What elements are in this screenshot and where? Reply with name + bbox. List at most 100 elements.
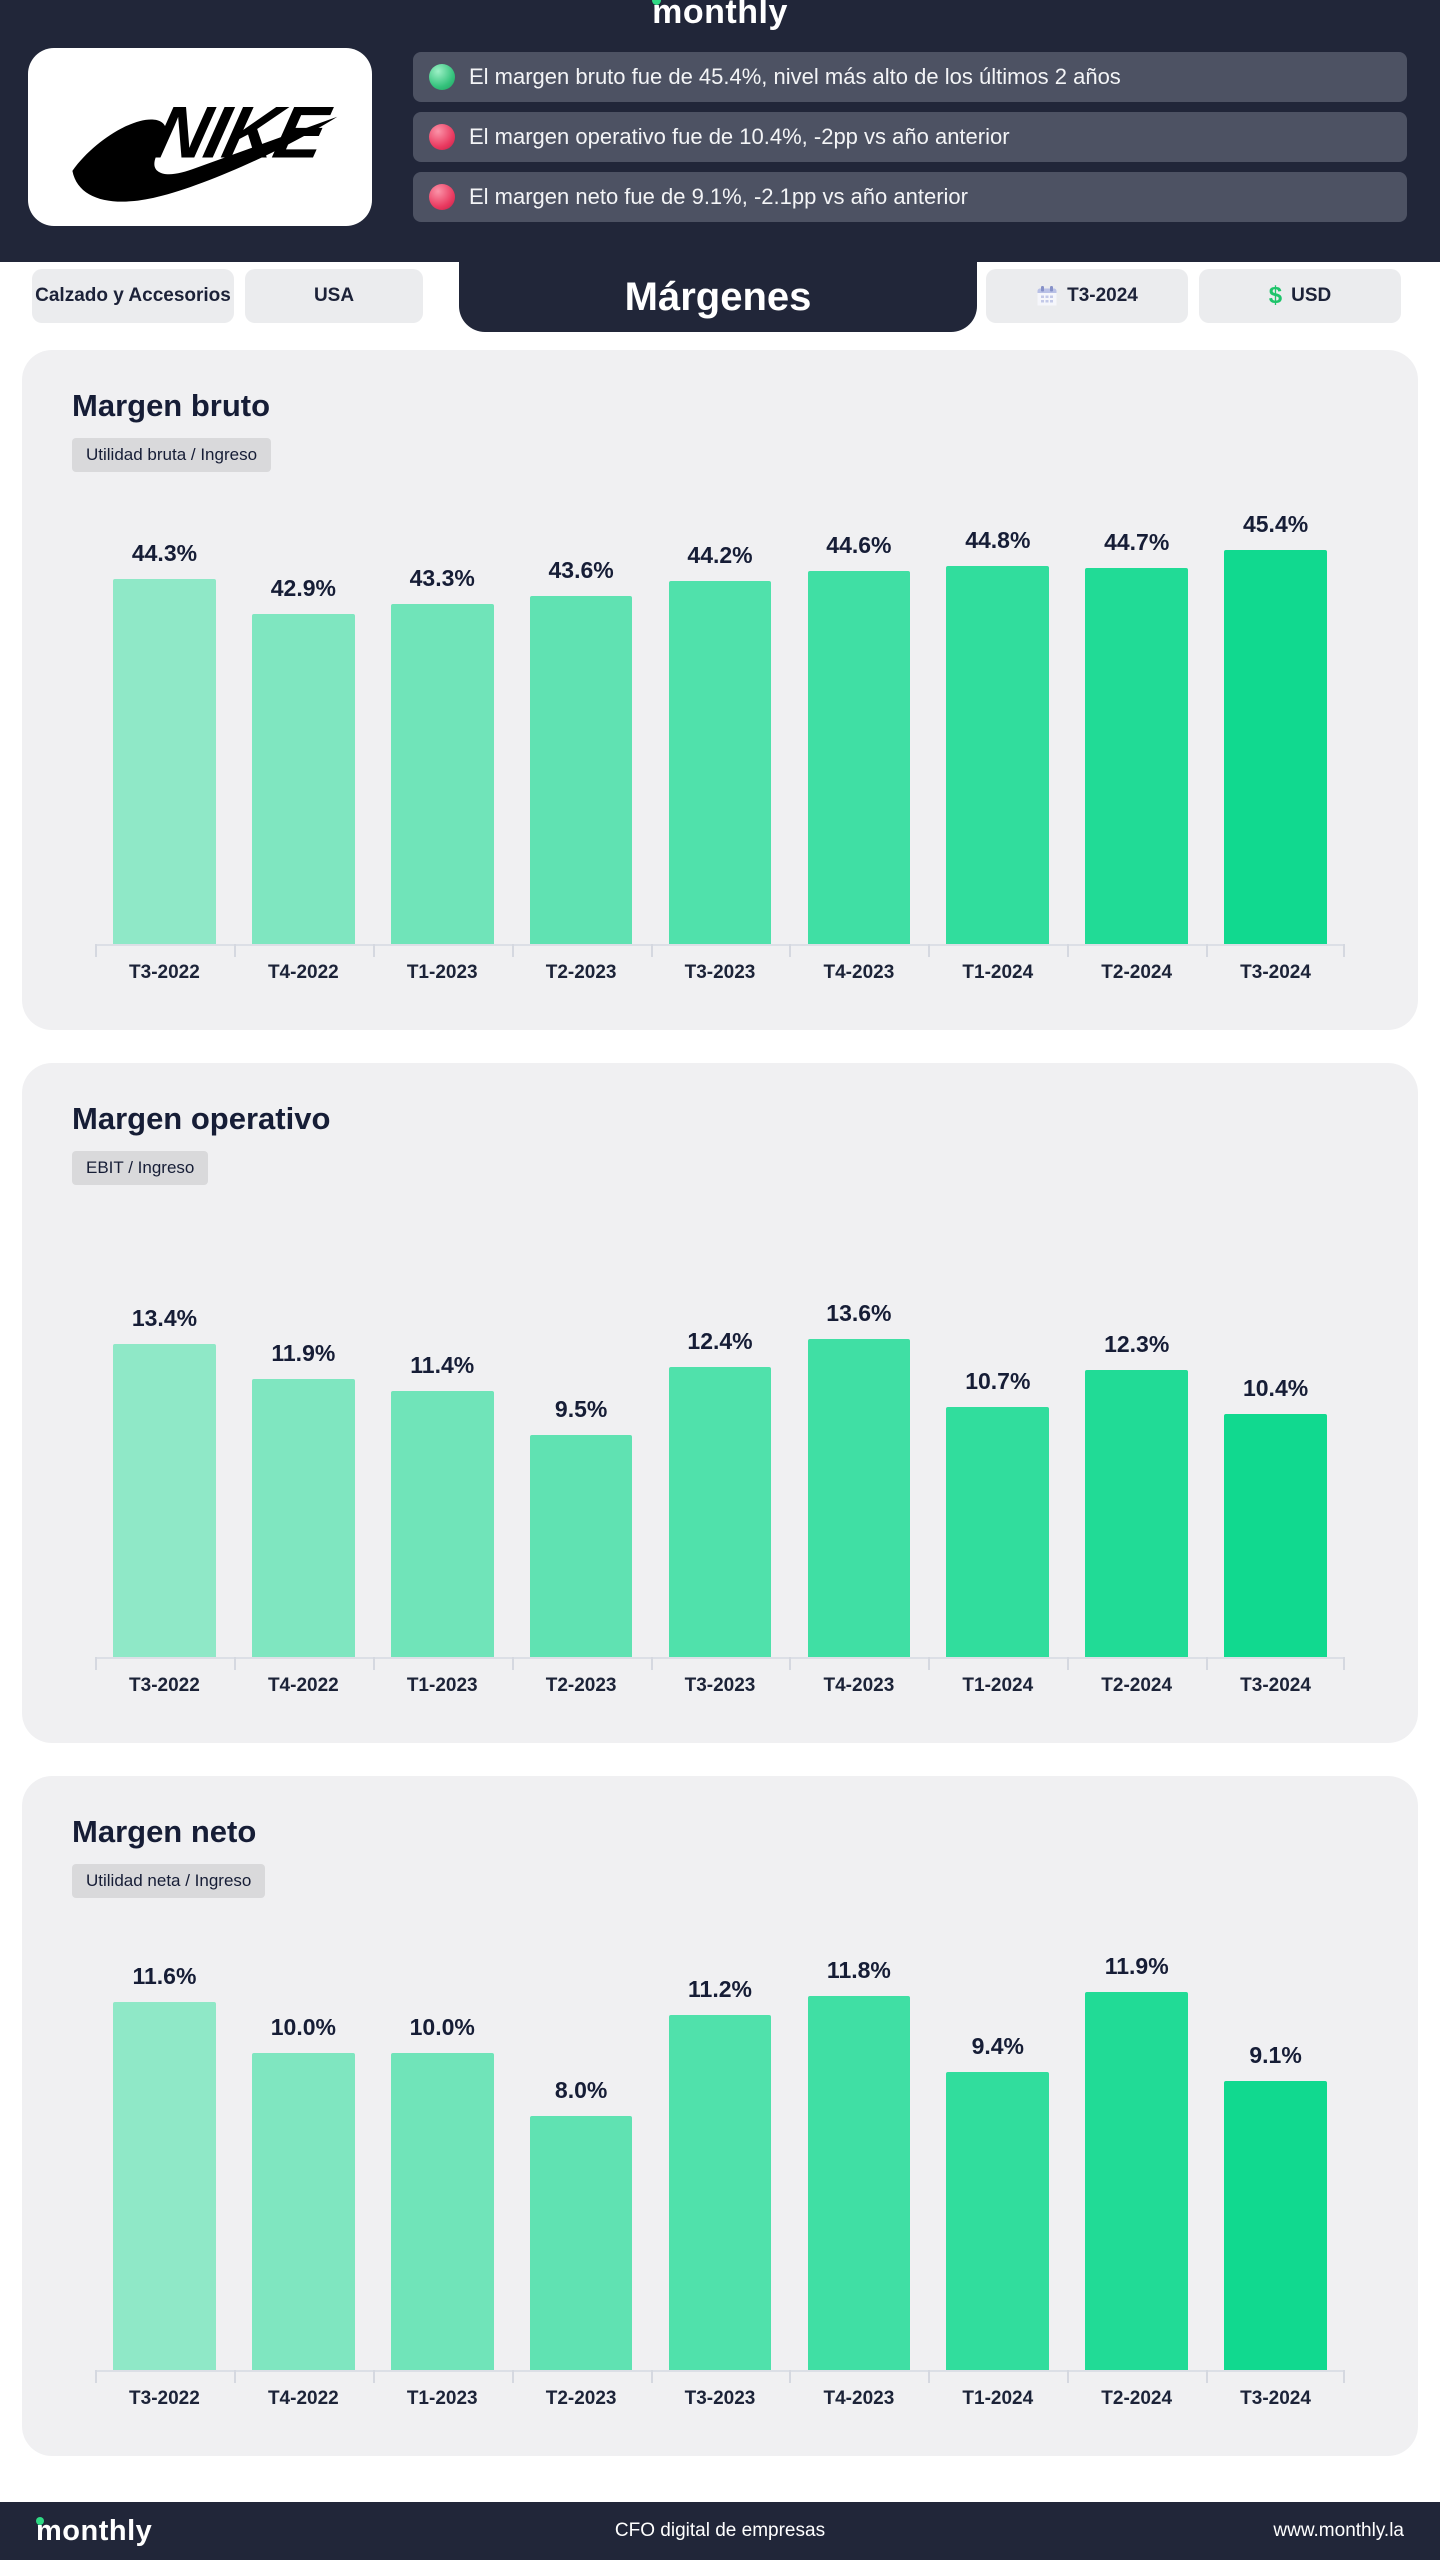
insight-bullet: El margen neto fue de 9.1%, -2.1pp vs añ… xyxy=(413,172,1407,222)
header: monthly NIKE El margen bruto fue de 45.4… xyxy=(0,0,1440,262)
bar-slot: 11.8% xyxy=(789,1910,928,2383)
bar xyxy=(251,614,355,944)
calendar-icon xyxy=(1037,286,1057,306)
bar-value-label: 11.9% xyxy=(271,1340,336,1366)
nike-logo: NIKE xyxy=(72,90,338,202)
bar-value-label: 9.5% xyxy=(554,1396,608,1422)
axis-tick xyxy=(1067,2370,1070,2383)
filter-chip-period[interactable]: T3-2024 xyxy=(986,269,1188,323)
bar-value-label: 11.8% xyxy=(826,1957,891,1983)
chart-card: Margen bruto Utilidad bruta / Ingreso 44.3… xyxy=(22,350,1418,1030)
axis-tick xyxy=(1206,2370,1209,2383)
bar-slot: 11.9% xyxy=(1067,1910,1206,2383)
axis-tick xyxy=(95,2370,97,2383)
bar-slot: 11.2% xyxy=(650,1910,790,2383)
filter-chip-region-label: USA xyxy=(313,285,355,306)
nike-swoosh-icon xyxy=(72,116,338,202)
tab-margenes-label: Márgenes xyxy=(624,274,812,319)
chart-cards: Margen bruto Utilidad bruta / Ingreso 44.3… xyxy=(22,350,1418,2489)
bar-slot: 44.8% xyxy=(928,484,1067,957)
green-status-dot-icon xyxy=(429,64,455,90)
bar xyxy=(946,566,1050,944)
bar xyxy=(251,2053,355,2370)
bar-value-label: 10.0% xyxy=(270,2014,336,2040)
bar xyxy=(668,581,772,944)
bar xyxy=(946,2072,1050,2370)
company-logo-card: NIKE xyxy=(28,48,372,226)
bar xyxy=(390,1391,494,1657)
axis-tick xyxy=(650,944,653,957)
x-axis-label: T1-2023 xyxy=(406,1675,478,1696)
bar-slot: 44.2% xyxy=(650,484,790,957)
x-axis-label: T3-2023 xyxy=(684,2388,756,2409)
bar-value-label: 12.4% xyxy=(687,1328,753,1354)
bar-slot: 13.4% xyxy=(95,1197,234,1670)
bar-slot: 8.0% xyxy=(511,1910,651,2383)
bar-slot: 42.9% xyxy=(233,484,373,957)
bar-value-label: 11.9% xyxy=(1104,1953,1169,1979)
bar xyxy=(946,1407,1050,1657)
filter-bar: Calzado y Accesorios USA Márgenes T3-202… xyxy=(0,262,1440,350)
chart-formula-badge: EBIT / Ingreso xyxy=(72,1151,209,1185)
bar-slot: 12.3% xyxy=(1067,1197,1206,1670)
bar-slot: 9.1% xyxy=(1206,1910,1346,2383)
x-axis-label: T3-2022 xyxy=(129,1675,200,1696)
x-axis-label: T3-2022 xyxy=(129,2388,200,2409)
x-axis-label: T4-2022 xyxy=(267,2388,339,2409)
filter-chip-category[interactable]: Calzado y Accesorios xyxy=(32,269,234,323)
bar xyxy=(1224,550,1327,944)
axis-tick xyxy=(1343,2370,1346,2383)
x-axis: T3-2022 T4-2022 T1-2023 T2-2023 T3-2023 T4-20… xyxy=(95,2388,1345,2410)
axis-tick xyxy=(233,1657,236,1670)
bar-slot: 11.6% xyxy=(95,1910,234,2383)
bar-slot: 10.7% xyxy=(928,1197,1067,1670)
insight-bullet: El margen operativo fue de 10.4%, -2pp v… xyxy=(413,112,1407,162)
bar-value-label: 10.0% xyxy=(409,2014,475,2040)
filter-chip-region[interactable]: USA xyxy=(245,269,423,323)
insight-text: El margen neto fue de 9.1%, -2.1pp vs añ… xyxy=(469,184,968,209)
x-axis-label: T2-2023 xyxy=(545,2388,617,2409)
bar xyxy=(529,596,633,944)
bar-value-label: 9.4% xyxy=(971,2033,1025,2059)
dollar-icon: $ xyxy=(1268,282,1283,309)
bar-slot: 11.9% xyxy=(233,1197,373,1670)
footer: monthly CFO digital de empresas www.mont… xyxy=(0,2502,1440,2560)
axis-tick xyxy=(511,2370,514,2383)
bar-value-label: 11.6% xyxy=(132,1963,197,1989)
filter-chip-category-label: Calzado y Accesorios xyxy=(35,285,231,306)
tab-margenes[interactable]: Márgenes xyxy=(459,262,977,332)
bar-slot: 44.6% xyxy=(789,484,928,957)
x-axis-label: T3-2024 xyxy=(1240,2388,1311,2409)
bar-slot: 10.0% xyxy=(233,1910,373,2383)
bar xyxy=(390,2053,494,2370)
bar xyxy=(529,2116,633,2370)
chart-card: Margen neto Utilidad neta / Ingreso 11.6% 1… xyxy=(22,1776,1418,2456)
bar xyxy=(1224,1414,1327,1657)
axis-tick xyxy=(928,1657,931,1670)
bar-value-label: 13.4% xyxy=(131,1305,198,1331)
bar-slot: 10.0% xyxy=(372,1910,512,2383)
bar xyxy=(668,2015,772,2370)
x-axis-label: T3-2024 xyxy=(1240,1675,1311,1696)
x-axis-label: T3-2022 xyxy=(129,962,200,983)
bar-value-label: 42.9% xyxy=(270,575,336,601)
chart-formula-badge: Utilidad neta / Ingreso xyxy=(72,1864,266,1898)
bar-slot: 10.4% xyxy=(1206,1197,1346,1670)
bar xyxy=(1085,1992,1189,2370)
bar-value-label: 11.2% xyxy=(688,1976,752,2002)
bar-slot: 44.7% xyxy=(1067,484,1206,957)
insight-bullets: El margen bruto fue de 45.4%, nivel más … xyxy=(413,52,1407,222)
x-axis-label: T1-2024 xyxy=(962,962,1034,983)
x-axis-label: T4-2022 xyxy=(267,962,339,983)
x-axis-label: T4-2023 xyxy=(823,1675,895,1696)
bar-value-label: 44.7% xyxy=(1104,529,1170,555)
footer-url[interactable]: www.monthly.la xyxy=(1273,2520,1404,2541)
x-axis: T3-2022 T4-2022 T1-2023 T2-2023 T3-2023 T4-20… xyxy=(95,962,1345,984)
axis-tick xyxy=(1067,1657,1070,1670)
bar-chart: 13.4% 11.9% 11.4% 9.5% 12.4% 13.6% 10.7% 12.3% 1… xyxy=(95,1197,1346,1670)
x-axis-label: T1-2023 xyxy=(406,2388,478,2409)
bar-value-label: 11.4% xyxy=(410,1352,475,1378)
filter-chip-currency[interactable]: $ USD xyxy=(1199,269,1401,323)
footer-tagline: CFO digital de empresas xyxy=(614,2520,826,2541)
bar-chart: 11.6% 10.0% 10.0% 8.0% 11.2% 11.8% 9.4% 11.9% 9.… xyxy=(95,1910,1346,2383)
